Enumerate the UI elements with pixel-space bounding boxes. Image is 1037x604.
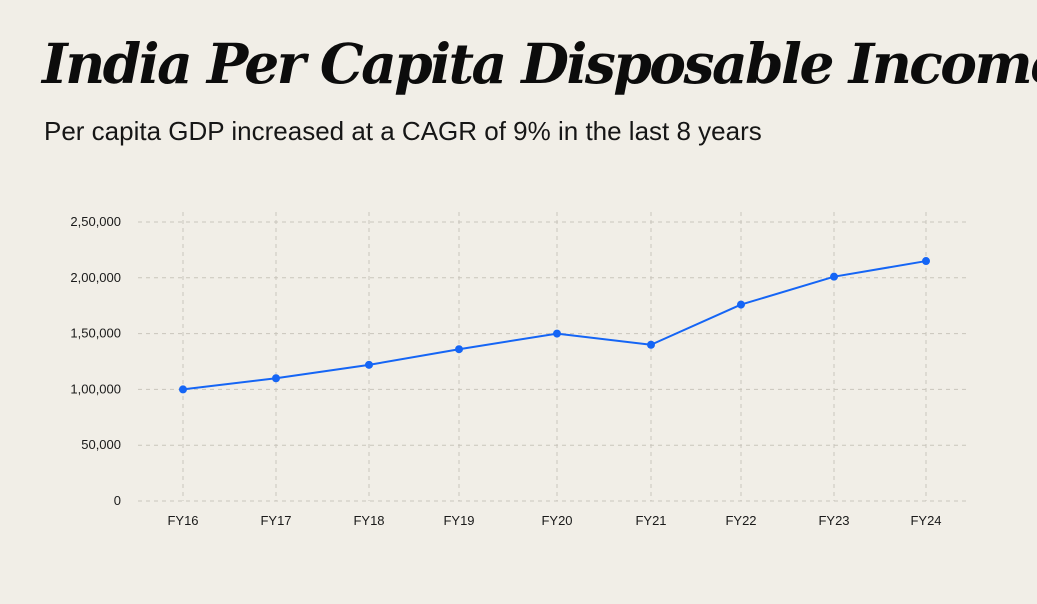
y-tick-label: 2,00,000	[70, 270, 121, 285]
x-tick-label: FY16	[167, 513, 198, 528]
x-tick-label: FY19	[443, 513, 474, 528]
data-point	[737, 300, 745, 309]
data-points	[179, 257, 930, 394]
y-tick-label: 1,00,000	[70, 381, 121, 396]
x-tick-label: FY20	[541, 513, 572, 528]
x-tick-label: FY23	[818, 513, 849, 528]
data-point	[272, 374, 280, 383]
chart-subtitle: Per capita GDP increased at a CAGR of 9%…	[44, 116, 762, 146]
data-point	[365, 360, 373, 369]
x-tick-label: FY17	[260, 513, 291, 528]
y-axis: 0 50,000 1,00,000 1,50,000 2,00,000 2,50,000	[70, 214, 121, 508]
data-point	[922, 257, 930, 266]
data-point	[553, 329, 561, 338]
data-point	[830, 272, 838, 281]
x-tick-label: FY24	[910, 513, 941, 528]
x-axis: FY16 FY17 FY18 FY19 FY20 FY21 FY22 FY23 FY24	[167, 513, 941, 528]
x-tick-label: FY21	[635, 513, 666, 528]
chart-title: India Per Capita Disposable Income	[42, 31, 1037, 96]
data-point	[647, 340, 655, 349]
data-point	[455, 345, 463, 354]
data-point	[179, 385, 187, 394]
y-tick-label: 1,50,000	[70, 326, 121, 341]
y-tick-label: 0	[114, 493, 121, 508]
series-line	[182, 260, 927, 391]
y-tick-label: 2,50,000	[70, 214, 121, 229]
y-tick-label: 50,000	[81, 437, 121, 452]
x-tick-label: FY18	[353, 513, 384, 528]
series-line-path	[182, 260, 927, 391]
x-tick-label: FY22	[725, 513, 756, 528]
grid-lines	[138, 212, 970, 502]
